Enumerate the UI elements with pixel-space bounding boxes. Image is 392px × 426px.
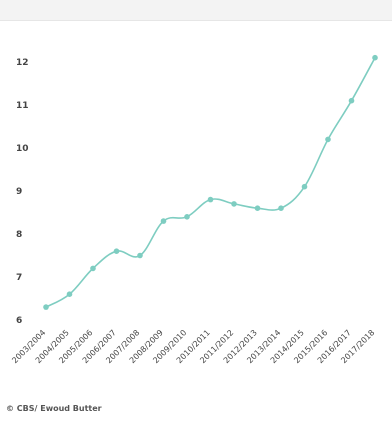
data-point (160, 218, 167, 224)
data-point (184, 214, 190, 220)
data-point (66, 291, 73, 298)
data-point (348, 97, 355, 104)
data-point (301, 183, 308, 190)
data-point (137, 252, 143, 259)
line-chart: 6 7 8 9 10 11 12 2003/20042004/20052005/200620… (10, 54, 378, 365)
data-point (325, 136, 331, 143)
data-point (207, 196, 214, 203)
y-tick-label: 6 (16, 316, 22, 326)
series-layer (43, 54, 378, 310)
data-point (90, 265, 96, 272)
data-point (278, 205, 284, 211)
data-point (372, 54, 378, 61)
y-tick-label: 7 (16, 273, 22, 283)
credit-text: © CBS/ Ewoud Butter (6, 404, 102, 413)
data-point (113, 248, 120, 254)
top-header-band (0, 0, 392, 21)
y-tick-label: 8 (16, 230, 22, 240)
x-axis-tick-labels: 2003/20042004/20052005/20062006/20072007… (10, 328, 376, 365)
y-axis-tick-labels: 6 7 8 9 10 11 12 (16, 58, 29, 326)
data-point (231, 201, 237, 207)
y-tick-label: 12 (16, 58, 29, 68)
y-tick-label: 9 (16, 187, 22, 197)
data-point (43, 304, 49, 310)
y-tick-label: 10 (16, 144, 29, 154)
y-tick-label: 11 (16, 101, 29, 111)
data-point (254, 205, 261, 211)
